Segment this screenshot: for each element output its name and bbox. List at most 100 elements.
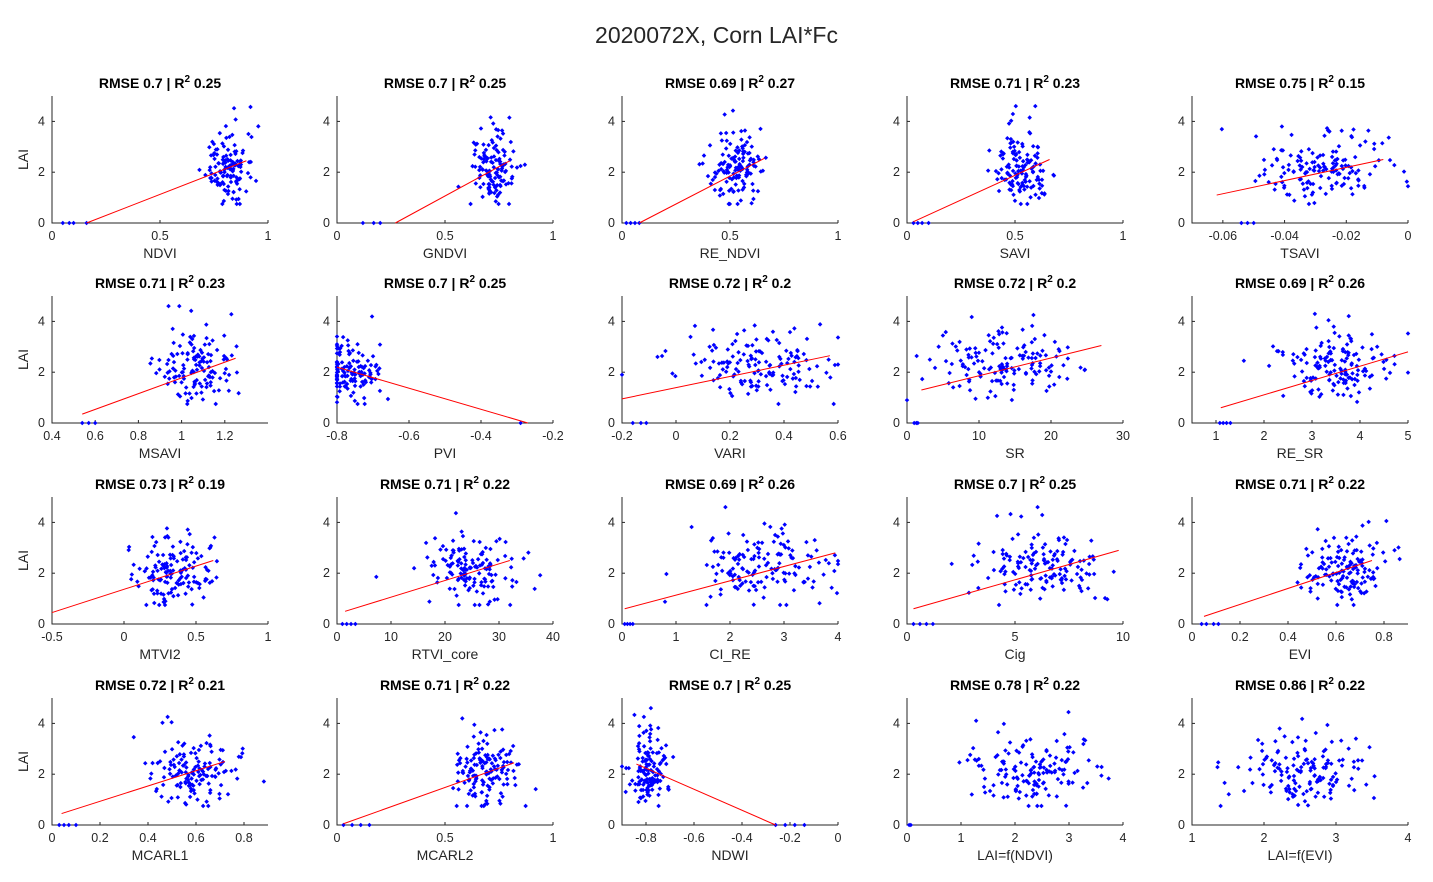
data-point xyxy=(481,584,487,589)
data-point xyxy=(171,359,177,365)
y-tick-label: 2 xyxy=(38,767,45,781)
y-tick-label: 2 xyxy=(893,165,900,179)
data-point xyxy=(1261,782,1266,788)
data-point xyxy=(199,390,204,395)
data-point xyxy=(487,787,492,792)
data-point xyxy=(466,587,471,593)
scatter-points xyxy=(911,103,1057,226)
data-point xyxy=(1359,758,1365,763)
x-tick-label: 1 xyxy=(265,630,272,644)
data-point xyxy=(429,563,434,569)
data-point xyxy=(1036,777,1042,783)
data-point xyxy=(1071,750,1076,755)
data-point xyxy=(351,390,356,395)
data-point xyxy=(345,373,350,379)
data-point xyxy=(340,380,346,385)
data-point xyxy=(753,349,759,354)
data-point xyxy=(1032,566,1038,571)
data-point xyxy=(1001,374,1007,380)
data-point xyxy=(502,149,507,155)
data-point xyxy=(1320,775,1326,781)
x-tick-label: 3 xyxy=(781,630,788,644)
x-tick-label: 0.2 xyxy=(91,831,108,845)
data-point xyxy=(1072,548,1077,554)
data-point xyxy=(208,369,214,375)
data-point xyxy=(1316,163,1321,168)
data-point xyxy=(736,156,742,162)
data-point xyxy=(166,799,171,804)
data-point xyxy=(205,803,211,809)
data-point xyxy=(1253,134,1259,139)
data-point xyxy=(1025,554,1031,560)
data-point xyxy=(456,602,461,608)
y-tick-label: 2 xyxy=(323,566,330,580)
data-point xyxy=(738,198,744,203)
y-tick-label: 4 xyxy=(608,716,615,730)
data-point xyxy=(1302,799,1308,804)
data-point xyxy=(153,370,159,376)
x-tick-label: 4 xyxy=(1405,831,1412,845)
data-point xyxy=(166,303,171,309)
data-point xyxy=(234,776,240,781)
data-point xyxy=(1065,345,1071,350)
data-point xyxy=(1271,146,1277,152)
data-point xyxy=(1280,393,1286,399)
data-point xyxy=(497,536,502,542)
data-point xyxy=(1315,526,1320,532)
data-point xyxy=(204,322,209,327)
data-point xyxy=(447,586,453,592)
data-point xyxy=(1334,181,1339,186)
x-tick-label: 1 xyxy=(958,831,965,845)
data-point xyxy=(834,590,840,596)
data-point xyxy=(455,559,461,564)
subplot-title: RMSE 0.7 | R2 0.25 xyxy=(669,676,792,693)
data-point xyxy=(1305,185,1310,191)
data-point xyxy=(958,358,964,363)
fit-line xyxy=(395,160,511,224)
data-point xyxy=(746,588,752,593)
data-point xyxy=(1346,541,1351,547)
y-tick-label: 2 xyxy=(38,165,45,179)
data-point xyxy=(1037,596,1043,601)
data-point xyxy=(748,379,754,385)
data-point xyxy=(194,550,199,556)
data-point xyxy=(487,776,492,782)
data-point xyxy=(1352,154,1358,160)
data-point xyxy=(648,705,654,711)
y-tick-label: 0 xyxy=(38,617,45,631)
data-point xyxy=(181,548,187,554)
data-point xyxy=(499,128,505,133)
data-point xyxy=(1029,381,1035,386)
x-tick-label: -0.04 xyxy=(1270,229,1299,243)
data-point xyxy=(217,130,223,136)
data-point xyxy=(455,577,461,583)
data-point xyxy=(487,567,492,572)
data-point xyxy=(1030,170,1036,175)
data-point xyxy=(183,385,189,390)
data-point xyxy=(823,557,829,563)
data-point xyxy=(1029,355,1035,361)
data-point xyxy=(835,362,841,367)
data-point xyxy=(807,384,813,389)
data-point xyxy=(1021,344,1026,350)
data-point xyxy=(483,579,488,584)
data-point xyxy=(666,787,671,792)
data-point xyxy=(747,135,752,140)
data-point xyxy=(927,357,933,362)
data-point xyxy=(1286,783,1291,789)
data-point xyxy=(805,576,811,581)
data-point xyxy=(1048,549,1053,554)
data-point xyxy=(1284,769,1290,775)
data-point xyxy=(1332,362,1338,368)
data-point xyxy=(1040,168,1046,174)
data-point xyxy=(456,787,461,792)
x-tick-label: 0 xyxy=(49,229,56,243)
data-point xyxy=(153,539,159,545)
x-tick-label: 2 xyxy=(1261,831,1268,845)
data-point xyxy=(213,774,218,780)
data-point xyxy=(485,584,491,589)
data-point xyxy=(346,352,352,357)
data-point xyxy=(659,745,664,751)
data-point xyxy=(1008,356,1013,361)
data-point xyxy=(1030,378,1035,383)
